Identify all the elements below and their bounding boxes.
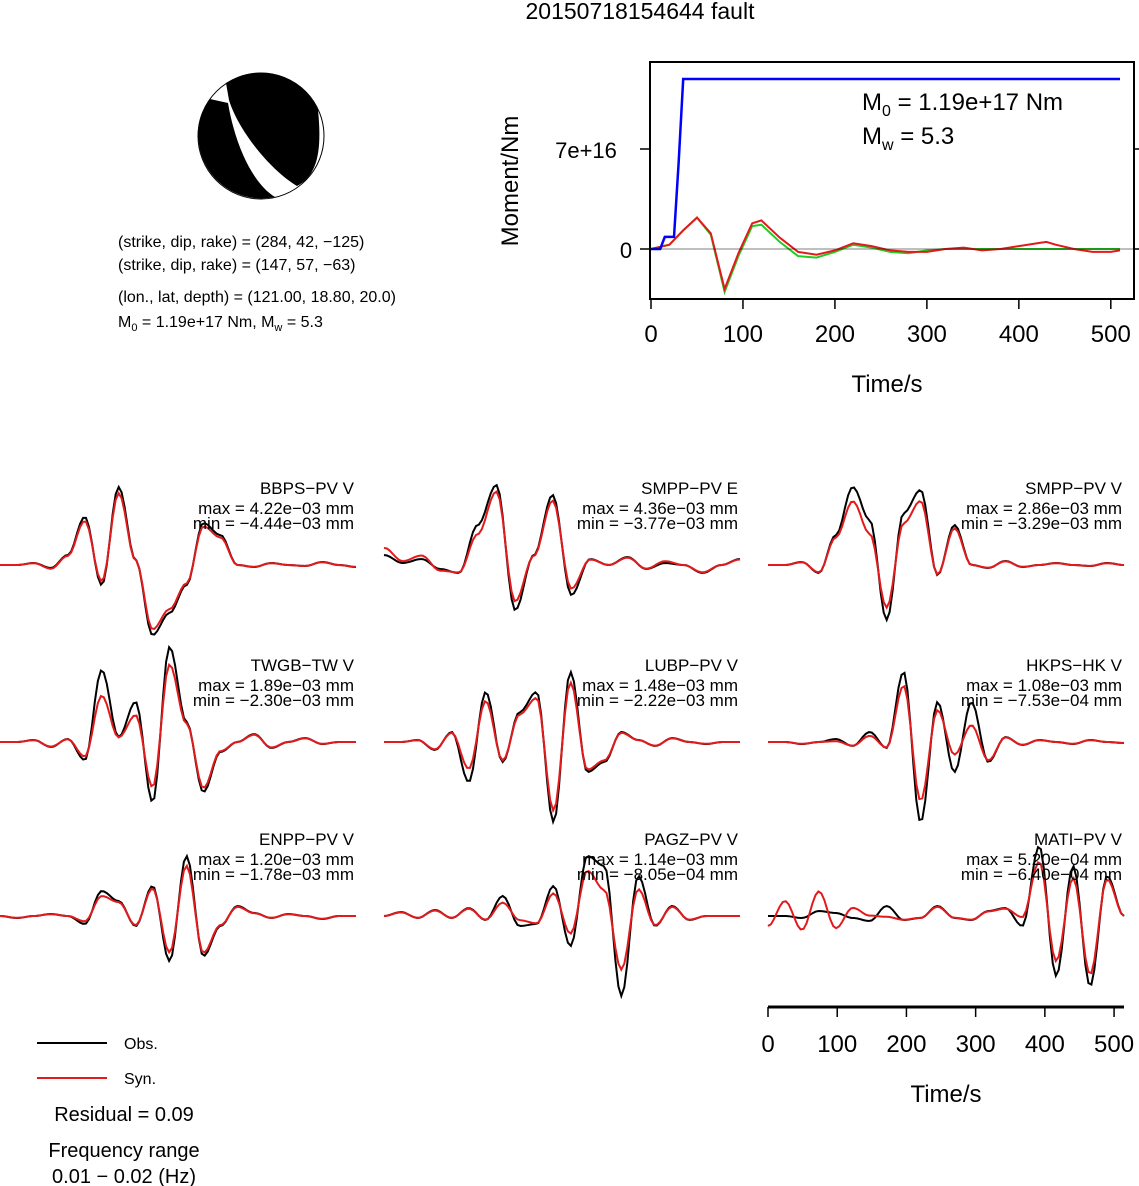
station-min: min = −3.29e−03 mm bbox=[961, 514, 1122, 533]
station-name: SMPP−PV E bbox=[641, 479, 738, 498]
moment-ylabel: Moment/Nm bbox=[497, 116, 524, 247]
ytick-label-0: 0 bbox=[620, 238, 632, 263]
moment-mw-annotation: Mw = 5.3 bbox=[862, 123, 954, 154]
station-min: min = −1.78e−03 mm bbox=[193, 865, 354, 884]
residual: Residual = 0.09 bbox=[54, 1104, 194, 1126]
station-max: max = 1.14e−03 mm bbox=[582, 850, 738, 869]
station-name: LUBP−PV V bbox=[645, 656, 739, 675]
nodal-plane-2: (strike, dip, rake) = (147, 57, −63) bbox=[118, 257, 355, 274]
figure-title: 20150718154644 fault bbox=[526, 0, 756, 24]
waveform-xtick-label: 300 bbox=[956, 1031, 996, 1058]
moment-panel: 0 7e+16 0 100 200 300 400 500 Time/s Moment/N… bbox=[497, 61, 1139, 398]
synthetic-trace bbox=[0, 863, 356, 955]
station-name: TWGB−TW V bbox=[251, 656, 355, 675]
synthetic-trace bbox=[768, 684, 1124, 801]
nodal-plane-1: (strike, dip, rake) = (284, 42, −125) bbox=[118, 234, 364, 251]
legend-obs-label: Obs. bbox=[124, 1036, 158, 1053]
legend: Obs. Syn. bbox=[37, 1036, 158, 1088]
stf-green-line bbox=[650, 216, 1120, 296]
synthetic-trace bbox=[384, 680, 740, 814]
station-min: min = −4.44e−03 mm bbox=[193, 514, 354, 533]
mechanism-info: (strike, dip, rake) = (284, 42, −125) (s… bbox=[118, 234, 396, 334]
waveform-xlabel: Time/s bbox=[910, 1081, 981, 1108]
waveform-xtick-label: 200 bbox=[886, 1031, 926, 1058]
waveform-time-axis: 0 100 200 300 400 500 Time/s bbox=[761, 1005, 1134, 1108]
location: (lon., lat, depth) = (121.00, 18.80, 20.… bbox=[118, 289, 396, 306]
station-max: max = 1.08e−03 mm bbox=[966, 676, 1122, 695]
station-name: BBPS−PV V bbox=[260, 479, 355, 498]
moment-xlabel: Time/s bbox=[851, 371, 922, 398]
station-min: min = −2.30e−03 mm bbox=[193, 691, 354, 710]
waveform-xtick-label: 400 bbox=[1025, 1031, 1065, 1058]
station-min: min = −2.22e−03 mm bbox=[577, 691, 738, 710]
moment-xtick-label: 100 bbox=[723, 321, 763, 348]
station-max: max = 1.20e−03 mm bbox=[198, 850, 354, 869]
synthetic-trace bbox=[0, 662, 356, 789]
frequency-label: Frequency range bbox=[48, 1140, 199, 1162]
waveform-xtick-label: 0 bbox=[761, 1031, 774, 1058]
station-name: MATI−PV V bbox=[1034, 830, 1123, 849]
station-max: max = 1.89e−03 mm bbox=[198, 676, 354, 695]
beachball-compression-left bbox=[198, 99, 275, 199]
station-max: max = 1.48e−03 mm bbox=[582, 676, 738, 695]
moment-xtick-label: 200 bbox=[815, 321, 855, 348]
station-min: min = −8.05e−04 mm bbox=[577, 865, 738, 884]
legend-syn-label: Syn. bbox=[124, 1071, 156, 1088]
synthetic-trace bbox=[768, 500, 1125, 610]
station-name: SMPP−PV V bbox=[1025, 479, 1123, 498]
stf-red-line bbox=[650, 216, 1121, 293]
moment-panel-frame bbox=[649, 61, 1135, 300]
station-max: max = 5.20e−04 mm bbox=[966, 850, 1122, 869]
moment-xtick-label: 400 bbox=[999, 321, 1039, 348]
station-min: min = −3.77e−03 mm bbox=[577, 514, 738, 533]
moment-xtick-label: 300 bbox=[907, 321, 947, 348]
ytick-label-7e16: 7e+16 bbox=[555, 138, 617, 163]
station-max: max = 4.22e−03 mm bbox=[198, 499, 354, 518]
station-name: PAGZ−PV V bbox=[644, 830, 738, 849]
station-name: ENPP−PV V bbox=[259, 830, 355, 849]
moment-xtick-label: 500 bbox=[1091, 321, 1131, 348]
frequency-range: 0.01 − 0.02 (Hz) bbox=[52, 1166, 196, 1186]
station-max: max = 2.86e−03 mm bbox=[966, 499, 1122, 518]
waveform-xtick-label: 500 bbox=[1094, 1031, 1134, 1058]
synthetic-trace bbox=[383, 489, 741, 603]
station-name: HKPS−HK V bbox=[1026, 656, 1123, 675]
moment-xtick-label: 0 bbox=[644, 321, 657, 348]
station-min: min = −7.53e−04 mm bbox=[961, 691, 1122, 710]
moment-m0-annotation: M0 = 1.19e+17 Nm bbox=[862, 89, 1063, 120]
station-min: min = −6.40e−04 mm bbox=[961, 865, 1122, 884]
synthetic-trace bbox=[383, 869, 740, 972]
beachball-compression-top bbox=[226, 72, 320, 186]
waveform-xtick-label: 100 bbox=[817, 1031, 857, 1058]
synthetic-trace bbox=[0, 491, 357, 630]
moment-magnitude-line: M0 = 1.19e+17 Nm, Mw = 5.3 bbox=[118, 314, 323, 334]
beachball bbox=[197, 72, 325, 200]
station-max: max = 4.36e−03 mm bbox=[582, 499, 738, 518]
synthetic-trace bbox=[767, 860, 1125, 975]
